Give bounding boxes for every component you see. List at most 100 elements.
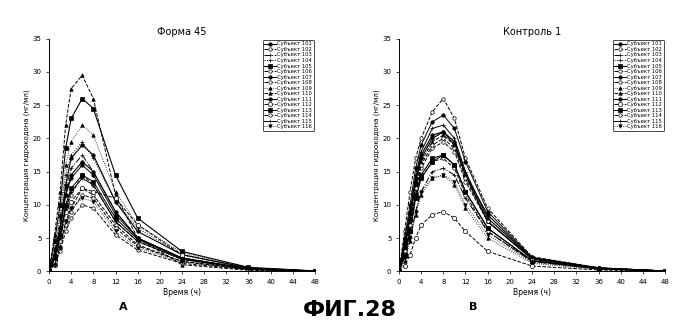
Субъект 114: [461, 176, 470, 180]
Субъект 101: [594, 266, 603, 270]
Субъект 112: [594, 268, 603, 272]
Субъект 106: [56, 236, 64, 240]
Субъект 101: [461, 173, 470, 177]
Title: Форма 45: Форма 45: [158, 26, 206, 36]
Субъект 115: [56, 236, 64, 240]
Субъект 105: [56, 203, 64, 207]
Субъект 113: [56, 233, 64, 237]
Субъект 106: [78, 173, 87, 177]
Субъект 108: [178, 259, 186, 263]
Line: Субъект 106: Субъект 106: [398, 97, 666, 273]
Субъект 113: [406, 230, 414, 234]
Субъект 102: [428, 146, 437, 150]
Субъект 116: [461, 203, 470, 207]
Субъект 108: [134, 244, 142, 248]
Субъект 111: [244, 267, 253, 271]
Субъект 109: [450, 183, 459, 187]
Субъект 108: [89, 196, 97, 200]
Субъект 112: [439, 210, 447, 214]
Субъект 107: [450, 127, 459, 130]
Субъект 111: [594, 266, 603, 270]
Субъект 107: [89, 173, 97, 177]
Legend: Субъект 101, Субъект 102, Субъект 103, Субъект 104, Субъект 105, Субъект 106, Су: Субъект 101, Субъект 102, Субъект 103, С…: [612, 40, 664, 131]
Субъект 108: [62, 223, 70, 227]
Субъект 114: [56, 249, 64, 253]
Субъект 104: [78, 140, 87, 144]
Субъект 112: [311, 269, 319, 273]
Субъект 114: [439, 137, 447, 141]
Субъект 103: [178, 256, 186, 260]
Субъект 102: [67, 206, 76, 210]
Субъект 103: [134, 236, 142, 240]
Субъект 110: [400, 249, 409, 253]
Субъект 113: [528, 259, 536, 263]
Субъект 110: [528, 257, 536, 261]
Субъект 107: [50, 253, 59, 257]
Субъект 106: [134, 239, 142, 243]
Субъект 114: [395, 269, 403, 273]
Line: Субъект 111: Субъект 111: [398, 130, 666, 273]
Субъект 113: [439, 153, 447, 157]
Субъект 114: [78, 203, 87, 207]
Субъект 103: [428, 170, 437, 173]
Субъект 112: [484, 249, 492, 253]
Субъект 116: [439, 173, 447, 177]
Субъект 114: [594, 266, 603, 270]
Субъект 104: [45, 269, 53, 273]
Субъект 109: [134, 223, 142, 227]
Line: Субъект 109: Субъект 109: [398, 173, 666, 273]
Субъект 109: [439, 173, 447, 177]
Субъект 113: [45, 269, 53, 273]
Субъект 107: [134, 236, 142, 240]
Субъект 112: [78, 186, 87, 190]
Субъект 104: [461, 170, 470, 173]
Субъект 112: [428, 213, 437, 217]
Субъект 104: [244, 266, 253, 270]
Субъект 108: [244, 267, 253, 271]
Субъект 108: [311, 269, 319, 273]
Y-axis label: Концентрация гидрокодона (нг/мл): Концентрация гидрокодона (нг/мл): [373, 89, 379, 221]
Субъект 115: [311, 269, 319, 273]
Субъект 102: [439, 140, 447, 144]
Субъект 107: [661, 269, 669, 273]
Субъект 116: [400, 256, 409, 260]
Субъект 105: [461, 190, 470, 193]
Субъект 102: [412, 190, 420, 193]
Субъект 102: [661, 269, 669, 273]
Субъект 115: [67, 190, 76, 193]
Субъект 104: [111, 200, 120, 203]
Субъект 111: [45, 269, 53, 273]
Субъект 103: [89, 170, 97, 173]
Y-axis label: Концентрация гидрокодона (нг/мл): Концентрация гидрокодона (нг/мл): [23, 89, 29, 221]
Субъект 116: [134, 246, 142, 250]
Субъект 114: [62, 230, 70, 234]
Субъект 101: [134, 230, 142, 234]
Line: Субъект 113: Субъект 113: [398, 153, 666, 273]
Субъект 103: [45, 269, 53, 273]
Субъект 109: [45, 269, 53, 273]
Субъект 106: [67, 193, 76, 197]
Субъект 109: [244, 266, 253, 270]
Субъект 109: [78, 123, 87, 127]
Субъект 113: [450, 163, 459, 167]
Субъект 110: [594, 266, 603, 270]
Субъект 106: [400, 230, 409, 234]
Субъект 111: [56, 226, 64, 230]
Субъект 106: [395, 269, 403, 273]
Субъект 103: [244, 267, 253, 271]
Субъект 104: [50, 249, 59, 253]
Субъект 105: [412, 193, 420, 197]
Субъект 104: [417, 156, 426, 160]
Субъект 103: [400, 256, 409, 260]
Субъект 115: [111, 220, 120, 224]
Субъект 104: [406, 220, 414, 224]
Субъект 114: [45, 269, 53, 273]
Субъект 101: [528, 256, 536, 260]
Субъект 103: [412, 210, 420, 214]
Субъект 108: [395, 269, 403, 273]
Субъект 102: [111, 223, 120, 227]
Субъект 112: [45, 269, 53, 273]
Субъект 110: [78, 73, 87, 77]
Субъект 116: [395, 269, 403, 273]
Субъект 110: [50, 233, 59, 237]
